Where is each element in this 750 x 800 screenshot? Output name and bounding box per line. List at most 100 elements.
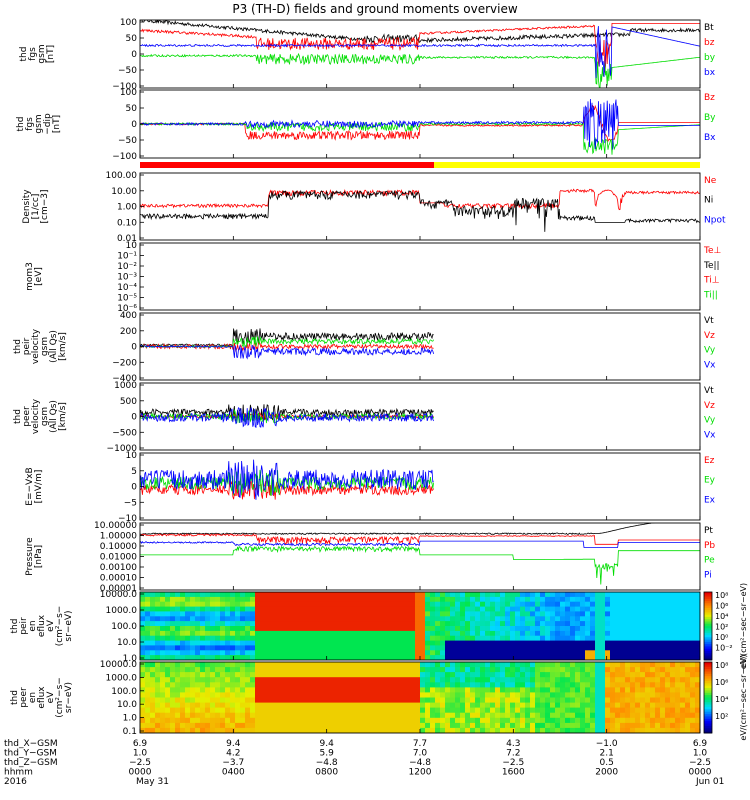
heatmap-cell xyxy=(495,662,501,668)
heatmap-cell xyxy=(335,630,341,637)
heatmap-cell xyxy=(205,645,211,651)
heatmap-cell xyxy=(370,697,376,704)
heatmap-cell xyxy=(335,621,341,627)
heatmap-cell xyxy=(160,692,166,699)
heatmap-cell xyxy=(540,712,546,719)
heatmap-cell xyxy=(335,712,341,719)
heatmap-cell xyxy=(435,626,441,632)
heatmap-cell xyxy=(645,616,651,622)
heatmap-cell xyxy=(365,621,371,627)
heatmap-cell xyxy=(280,655,286,660)
heatmap-cell xyxy=(450,727,456,733)
heatmap-cell xyxy=(510,692,516,699)
heatmap-cell xyxy=(480,707,486,714)
heatmap-cell xyxy=(660,601,666,608)
heatmap-cell xyxy=(320,707,326,714)
heatmap-cell xyxy=(200,640,206,647)
y-axis-label: Pressure xyxy=(25,537,35,576)
heatmap-cell xyxy=(695,650,700,656)
heatmap-cell xyxy=(260,626,266,632)
heatmap-cell xyxy=(460,645,466,651)
heatmap-cell xyxy=(675,635,681,642)
heatmap-cell xyxy=(500,616,506,622)
heatmap-cell xyxy=(565,606,571,613)
heatmap-cell xyxy=(550,626,556,632)
heatmap-cell xyxy=(290,592,296,598)
colorbar-tick-label: 10⁸ xyxy=(715,661,728,670)
heatmap-cell xyxy=(425,727,431,733)
heatmap-cell xyxy=(200,621,206,627)
heatmap-cell xyxy=(580,635,586,642)
heatmap-cell xyxy=(665,640,671,647)
heatmap-cell xyxy=(485,672,491,678)
heatmap-cell xyxy=(255,697,261,704)
heatmap-cell xyxy=(250,601,256,608)
heatmap-cell xyxy=(365,650,371,656)
heatmap-cell xyxy=(320,682,326,688)
heatmap-cell xyxy=(455,692,461,699)
x-axis-row-label: thd_Z−GSM xyxy=(4,758,58,768)
heatmap-cell xyxy=(625,707,631,714)
heatmap-cell xyxy=(520,601,526,608)
heatmap-cell xyxy=(610,722,616,729)
heatmap-cell xyxy=(185,677,191,683)
heatmap-cell xyxy=(585,682,591,688)
heatmap-cell xyxy=(410,611,416,617)
heatmap-cell xyxy=(310,592,316,598)
heatmap-cell xyxy=(340,677,346,683)
heatmap-cell xyxy=(210,712,216,719)
heatmap-cell xyxy=(610,592,616,598)
heatmap-cell xyxy=(175,697,181,704)
heatmap-cell xyxy=(630,626,636,632)
heatmap-cell xyxy=(405,687,411,694)
heatmap-cell xyxy=(655,655,661,660)
heatmap-cell xyxy=(520,707,526,714)
heatmap-cell xyxy=(300,672,306,678)
heatmap-cell xyxy=(420,645,426,651)
heatmap-cell xyxy=(645,717,651,724)
heatmap-cell xyxy=(170,712,176,719)
heatmap-cell xyxy=(505,635,511,642)
heatmap-cell xyxy=(495,596,501,603)
heatmap-cell xyxy=(320,640,326,647)
heatmap-cell xyxy=(410,606,416,613)
heatmap-cell xyxy=(210,682,216,688)
heatmap-cell xyxy=(625,697,631,704)
legend-label-vt: Vt xyxy=(704,316,714,326)
heatmap-cell xyxy=(555,662,561,668)
heatmap-cell xyxy=(510,640,516,647)
heatmap-cell xyxy=(370,650,376,656)
heatmap-cell xyxy=(460,707,466,714)
heatmap-cell xyxy=(480,717,486,724)
heatmap-cell xyxy=(630,662,636,668)
heatmap-cell xyxy=(620,611,626,617)
heatmap-cell xyxy=(330,611,336,617)
heatmap-cell xyxy=(320,667,326,673)
heatmap-cell xyxy=(635,635,641,642)
heatmap-cell xyxy=(140,655,146,660)
heatmap-cell xyxy=(610,596,616,603)
heatmap-cell xyxy=(670,645,676,651)
heatmap-cell xyxy=(515,692,521,699)
heatmap-cell xyxy=(630,682,636,688)
heatmap-cell xyxy=(600,662,606,668)
heatmap-cell xyxy=(650,606,656,613)
heatmap-cell xyxy=(675,645,681,651)
heatmap-cell xyxy=(350,717,356,724)
heatmap-cell xyxy=(360,677,366,683)
heatmap-cell xyxy=(350,692,356,699)
heatmap-cell xyxy=(530,606,536,613)
heatmap-cell xyxy=(545,672,551,678)
heatmap-cell xyxy=(355,621,361,627)
heatmap-cell xyxy=(425,677,431,683)
heatmap-cell xyxy=(585,611,591,617)
heatmap-cell xyxy=(525,662,531,668)
heatmap-cell xyxy=(550,645,556,651)
heatmap-cell xyxy=(410,712,416,719)
heatmap-cell xyxy=(490,592,496,598)
heatmap-cell xyxy=(600,596,606,603)
heatmap-cell xyxy=(650,650,656,656)
series-line-bt xyxy=(140,20,700,44)
heatmap-cell xyxy=(360,606,366,613)
heatmap-cell xyxy=(245,727,251,733)
